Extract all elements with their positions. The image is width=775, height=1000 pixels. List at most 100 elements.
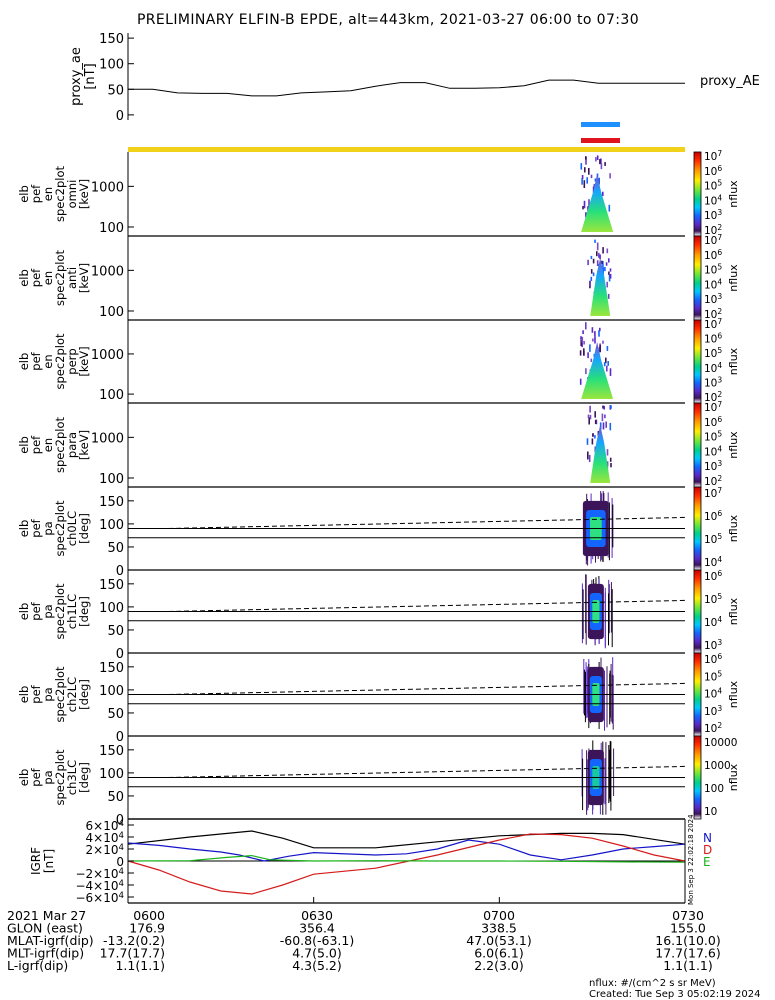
spectrum-pixel: [580, 163, 583, 170]
ephemeris-value: 0730: [672, 908, 704, 923]
colorbar-tick-label: 105: [704, 263, 722, 277]
energy-ylabel: elbpefenspec2plotperp[keV]: [17, 333, 91, 390]
colorbar-tick-label: 106: [704, 332, 722, 346]
spectrum-pixel: [605, 421, 607, 428]
spectrum-pixel: [587, 352, 589, 359]
losscone-dashed: [167, 765, 686, 778]
spectrum-pixel: [581, 178, 583, 185]
spectrum-pixel: [607, 361, 609, 366]
pitch-tick-label: 50: [107, 707, 124, 722]
spectrum-pixel: [592, 433, 594, 437]
colorbar-tick-label: 107: [704, 400, 722, 414]
spectrum-pixel: [583, 348, 585, 356]
pitch-panel-pa_ch3: 0 50 100 150 elbpefpaspec2plotch3LC[deg] 1000…: [17, 735, 740, 828]
spectrum-pixel: [602, 261, 604, 268]
spectrum-pixel: [603, 362, 606, 367]
spectrum-pixel: [606, 449, 609, 456]
losscone-dashed: [167, 599, 686, 612]
spectrum-pixel: [606, 365, 608, 372]
spectrum-pixel: [589, 405, 591, 413]
vertical-timestamp: Mon Sep 3 22:02:18 2024: [687, 814, 695, 905]
spectrum-pixel: [596, 155, 599, 161]
colorbar-tick-label: 105: [704, 669, 722, 683]
pitch-panel-pa_ch1: 0 50 100 150 elbpefpaspec2plotch1LC[deg] 106 1…: [17, 569, 740, 662]
colorbar-tick-label: 105: [704, 532, 722, 546]
colorbar-tick-label: 104: [704, 687, 722, 701]
blue-indicator-bar: [581, 122, 620, 127]
spectrum-pixel: [599, 254, 601, 260]
spectrum-pixel: [587, 259, 589, 266]
colorbar-tick-label: 107: [704, 233, 722, 247]
spectrum-pixel: [607, 293, 610, 299]
spectrum-pixel: [596, 242, 599, 251]
colorbar: [693, 151, 702, 237]
colorbar-label: nflux: [727, 680, 740, 708]
energy-ylabel: elbpefenspec2plotanti[keV]: [17, 249, 91, 306]
spectrum-pixel: [588, 168, 590, 175]
colorbar-tick-label: 104: [704, 555, 722, 569]
ephemeris-value: 0630: [301, 908, 333, 923]
colorbar-tick-label: 1000: [704, 760, 731, 772]
spectrum-pixel: [600, 158, 602, 164]
igrf-tick-label: 4×104: [86, 831, 124, 845]
energy-tick-label: 1000: [91, 264, 124, 279]
pitch-tick-label: 50: [107, 790, 124, 805]
pitch-ylabel: elbpefpaspec2plotch0LC[deg]: [17, 500, 91, 557]
spectrum-pixel: [583, 341, 585, 345]
red-indicator-bar: [581, 138, 620, 143]
losscone-dashed: [167, 682, 686, 695]
spectrum-pixel: [579, 350, 582, 356]
ephemeris-value: 0600: [133, 908, 165, 923]
spectrum-pixel: [582, 206, 584, 210]
colorbar-tick-label: 100: [704, 783, 724, 795]
energy-tick-label: 1000: [91, 180, 124, 195]
spectrum-pixel: [602, 247, 604, 254]
spectrum-pixel: [589, 280, 591, 287]
energy-tick-label: 100: [99, 472, 124, 487]
spectrum-pixel: [592, 258, 595, 264]
igrf-tick-label: 0: [116, 855, 124, 869]
pitch-ylabel: elbpefpaspec2plotch2LC[deg]: [17, 666, 91, 723]
spectrum-pixel: [584, 167, 586, 173]
panels-layer: 050100150proxy_ae[nT]1001000elbpefenspec…: [17, 32, 740, 905]
spectrum-pixel: [602, 267, 604, 275]
spectrum-pixel: [580, 340, 582, 347]
pitch-tick-label: 50: [107, 624, 124, 639]
spectrum-pixel: [581, 342, 583, 348]
pitch-panel-pa_ch0: 0 50 100 150 elbpefpaspec2plotch0LC[deg] 107 1…: [17, 486, 740, 579]
spectrum-pixel: [609, 457, 612, 462]
spectrum-pixel: [598, 330, 600, 337]
spectrum-pixel: [609, 273, 612, 279]
ephemeris-row-label: MLAT-igrf(dip): [7, 933, 94, 948]
igrf-line-D: [127, 839, 686, 862]
spectrum-pixel: [608, 204, 611, 212]
colorbar-label: nflux: [727, 180, 740, 208]
igrf-line-total: [127, 854, 686, 863]
energy-ylabel: elbpefenspec2plotomni[keV]: [17, 165, 91, 222]
spectrum-pixel: [596, 173, 599, 178]
colorbar: [693, 235, 702, 321]
colorbar-tick-label: 106: [704, 415, 722, 429]
ephemeris-value: 16.1(10.0): [655, 933, 720, 948]
spectrum-pixel: [593, 183, 596, 188]
spectrum-pixel: [608, 258, 610, 263]
energy-panel-spec_omni: 1001000elbpefenspec2plotomni[keV]1071061…: [17, 149, 740, 237]
colorbar-tick-label: 103: [704, 375, 722, 389]
spectrum-pixel: [599, 327, 601, 332]
spectrum-pixel: [585, 212, 587, 218]
spectrum-pixel: [594, 411, 596, 418]
spectrum-pixel: [595, 157, 597, 162]
spectrum-pixel: [602, 422, 605, 430]
spectrum-pixel: [604, 162, 606, 166]
spectrum-pixel: [594, 331, 596, 337]
spectrum-pixel: [586, 177, 588, 184]
spectrum-pixel: [609, 368, 612, 376]
spectrum-pixel: [594, 419, 597, 425]
spectrum-pixel: [590, 174, 593, 179]
igrf-tick-label: 6×104: [86, 819, 124, 833]
footer-created: Created: Tue Sep 3 05:02:19 2024: [589, 989, 761, 1000]
igrf-line-N: [127, 830, 686, 849]
ephemeris-value: 4.3(5.2): [292, 958, 342, 973]
footer-units: nflux: #/(cm^2 s sr MeV): [589, 978, 716, 989]
